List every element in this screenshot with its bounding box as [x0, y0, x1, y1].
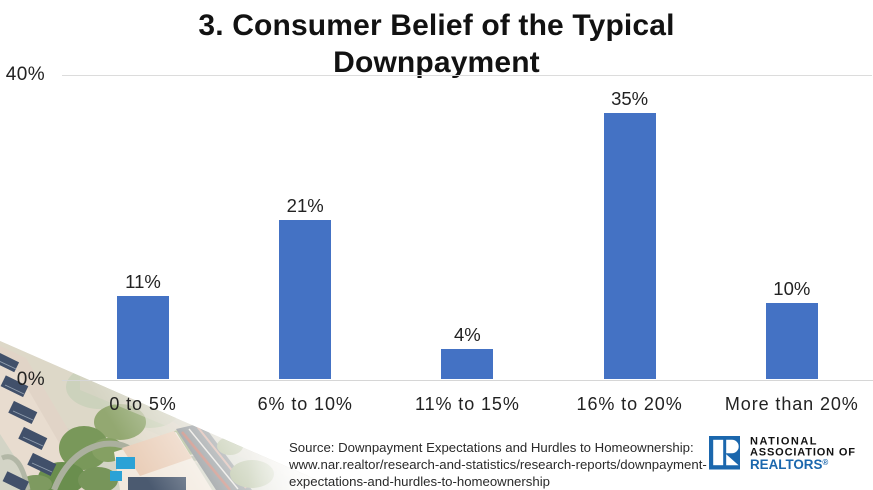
svg-text:REALTORS®: REALTORS® — [750, 457, 828, 472]
svg-text:NATIONAL: NATIONAL — [750, 436, 818, 448]
svg-text:ASSOCIATION OF: ASSOCIATION OF — [750, 447, 856, 459]
